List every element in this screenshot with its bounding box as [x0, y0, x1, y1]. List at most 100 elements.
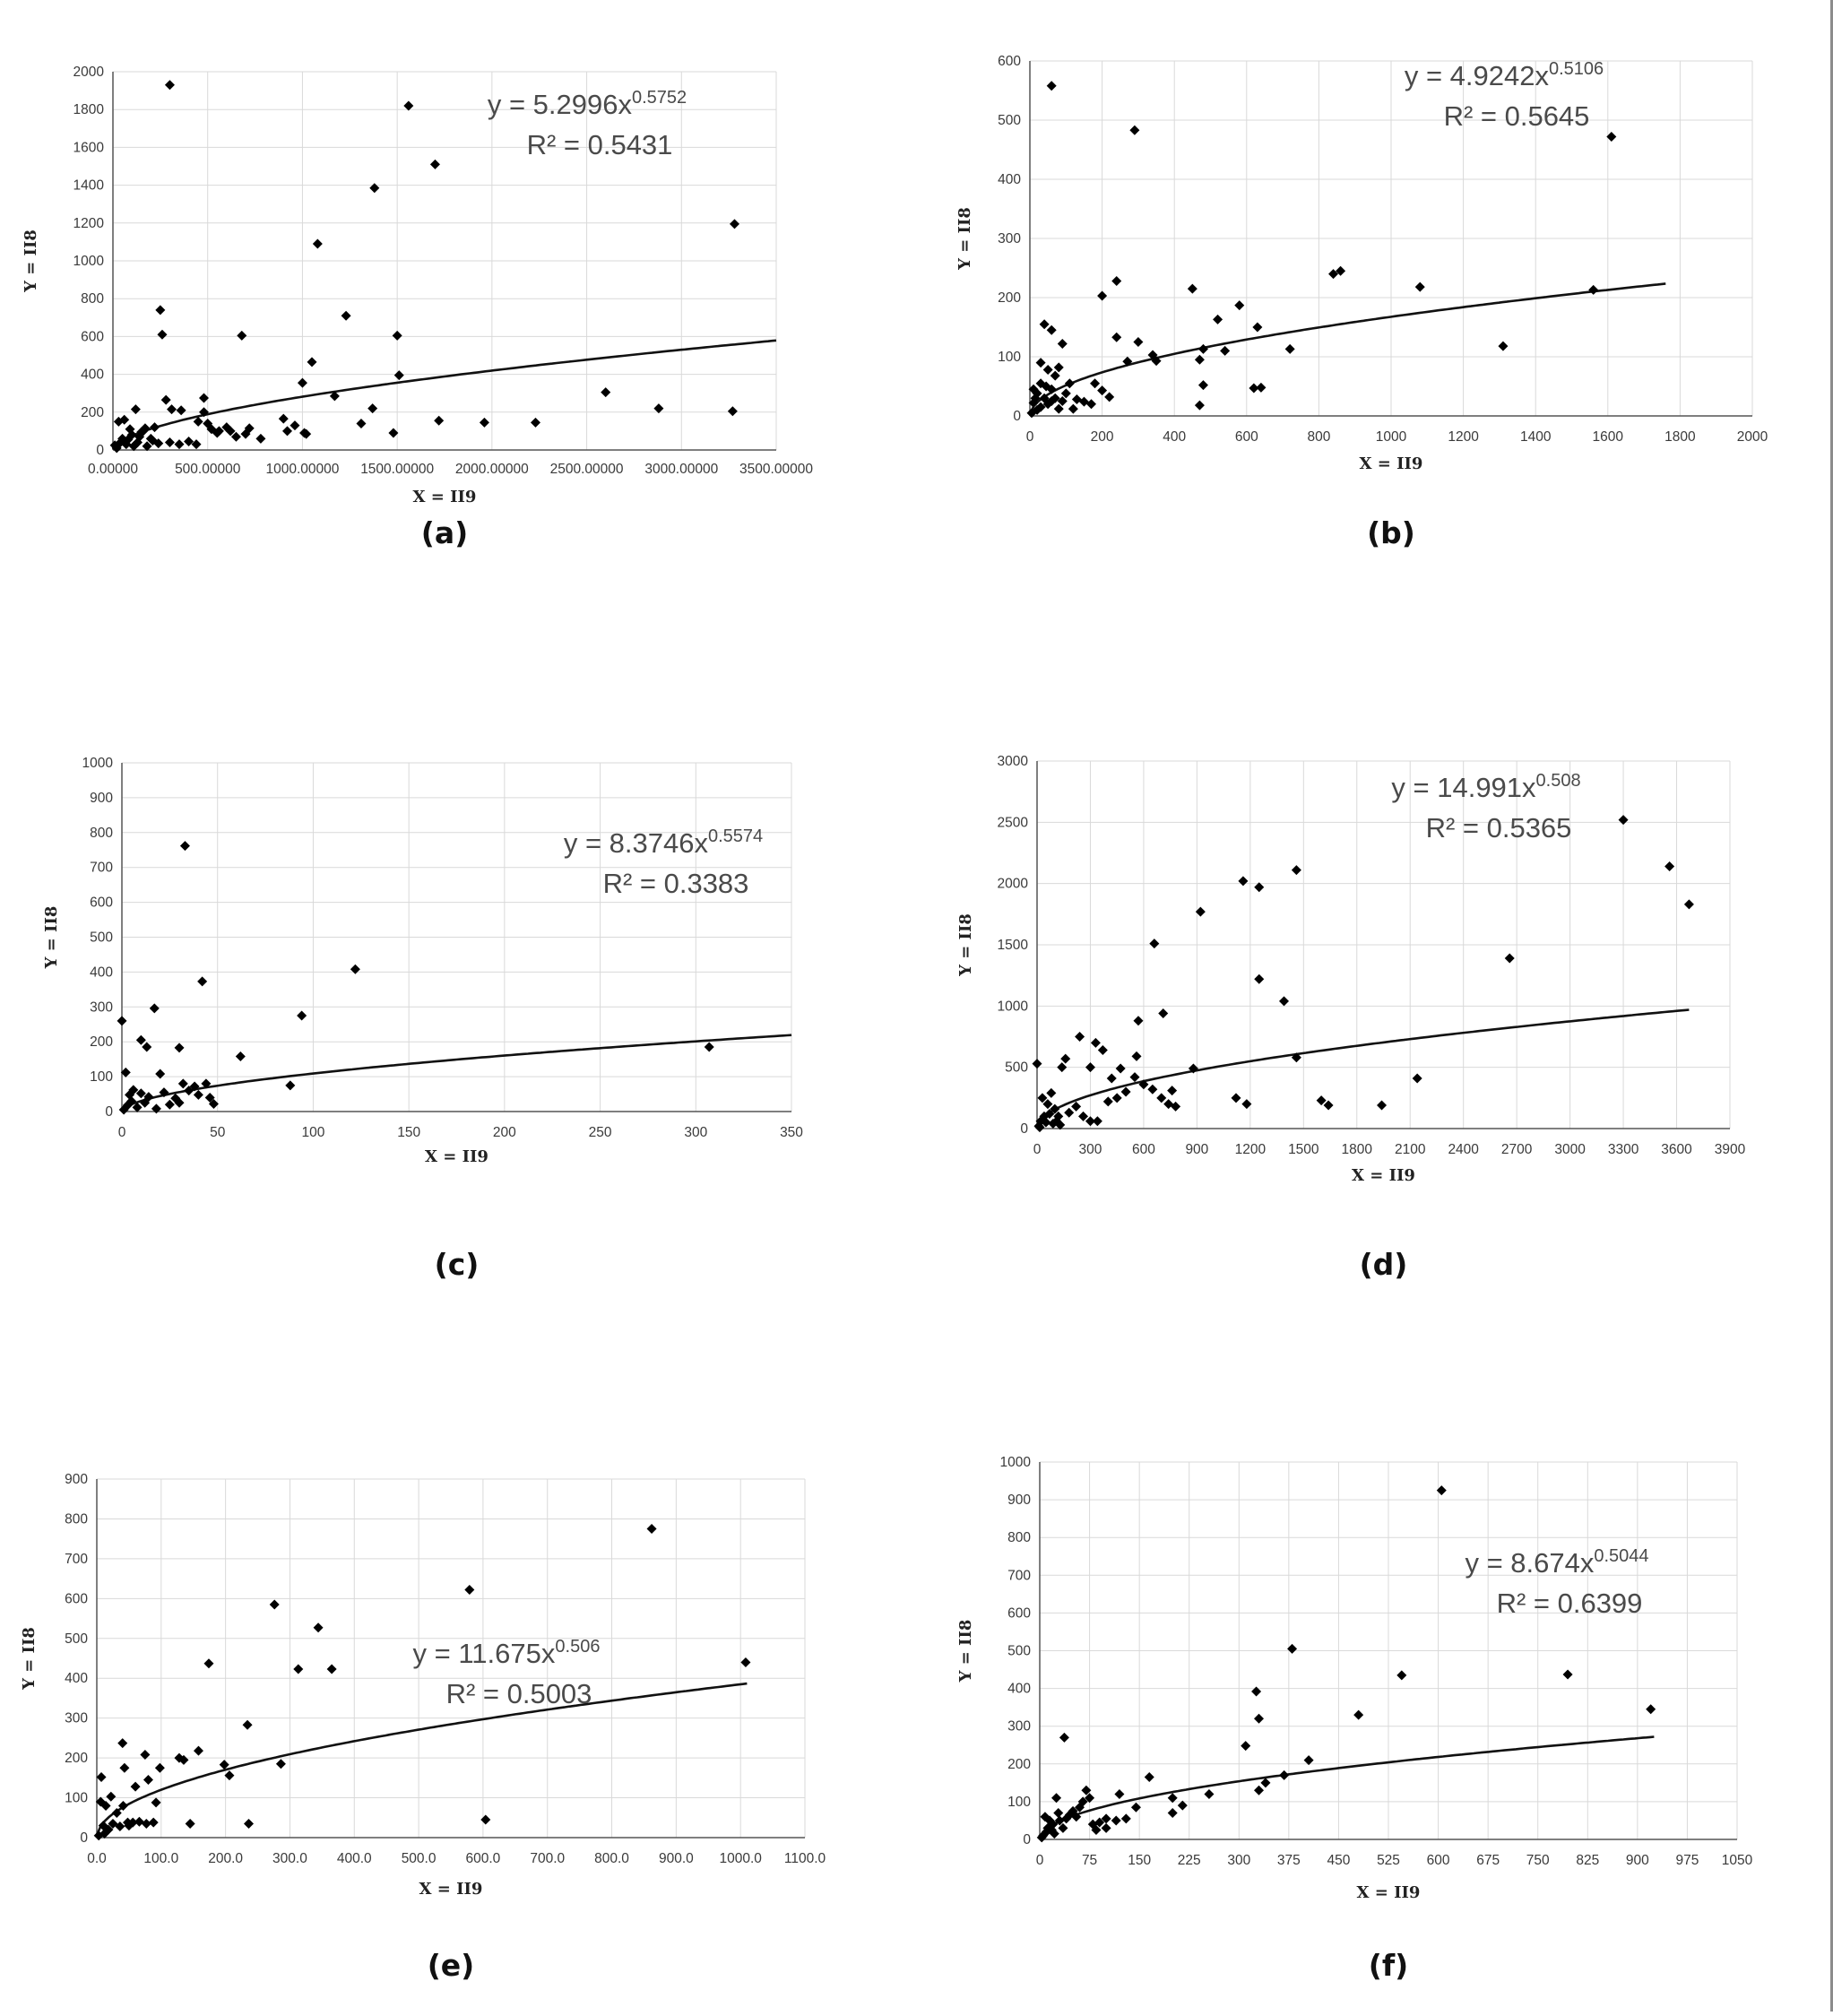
trendline-exponent: 0.5574: [708, 826, 763, 846]
data-point: [1053, 1808, 1064, 1819]
y-tick-label: 1200: [73, 216, 105, 231]
x-tick-label: 1600: [1593, 429, 1624, 445]
data-point: [1102, 1096, 1113, 1107]
y-tick-label: 900: [90, 791, 113, 806]
data-point: [1213, 314, 1223, 324]
data-point: [1039, 319, 1050, 330]
y-tick-label: 300: [65, 1711, 88, 1726]
data-point: [1254, 882, 1265, 893]
x-axis-label: X = II9: [1360, 454, 1423, 473]
data-point: [1231, 1093, 1241, 1103]
y-tick-label: 100: [1007, 1795, 1031, 1810]
panel-label: (a): [421, 515, 468, 550]
data-point: [1026, 408, 1037, 419]
data-point: [1238, 876, 1249, 887]
data-point: [123, 434, 134, 445]
data-point: [293, 1664, 304, 1674]
x-tick-label: 0.00000: [88, 462, 138, 477]
data-point: [646, 1524, 657, 1535]
x-tick-label: 225: [1178, 1853, 1201, 1868]
data-point: [240, 428, 251, 439]
data-point: [1316, 1095, 1327, 1106]
data-point: [1130, 1802, 1141, 1813]
data-point: [1060, 388, 1071, 399]
data-point: [729, 219, 739, 229]
x-tick-label: 3000.00000: [644, 462, 718, 477]
data-point: [164, 437, 175, 448]
data-point: [369, 183, 380, 194]
data-point: [1046, 324, 1057, 335]
trendline-equation: y = 4.9242x0.5106: [1405, 59, 1604, 91]
x-tick-label: 300: [1227, 1853, 1250, 1868]
data-point: [197, 976, 208, 987]
y-tick-label: 600: [90, 896, 113, 911]
data-point: [1050, 1103, 1060, 1114]
data-point: [479, 417, 489, 428]
x-tick-label: 3000: [1554, 1142, 1586, 1157]
y-tick-label: 1000: [73, 254, 105, 269]
data-point: [1618, 815, 1629, 826]
data-point: [1049, 1829, 1059, 1839]
data-point: [135, 1088, 146, 1099]
data-point: [1606, 131, 1617, 142]
x-tick-label: 800: [1307, 429, 1330, 445]
trendline-equation: y = 8.3746x0.5574: [564, 826, 763, 859]
y-axis-label: Y = II8: [20, 1627, 39, 1691]
data-point: [160, 394, 171, 405]
y-tick-label: 500: [90, 930, 113, 946]
x-axis-label: X = II9: [1357, 1883, 1421, 1902]
data-point: [1075, 1032, 1085, 1042]
x-tick-label: 150: [397, 1125, 420, 1140]
data-point: [1046, 1087, 1057, 1098]
data-point: [1060, 1053, 1071, 1064]
data-point: [530, 417, 540, 428]
data-point: [164, 1099, 175, 1110]
y-tick-label: 800: [1007, 1530, 1031, 1545]
data-point: [1241, 1099, 1252, 1110]
y-tick-label: 800: [65, 1511, 88, 1527]
trendline-exponent: 0.5752: [632, 88, 687, 108]
x-axis-label: X = II9: [413, 488, 477, 506]
data-point: [142, 441, 152, 452]
data-point: [157, 329, 168, 340]
panel-label: (d): [1360, 1247, 1408, 1282]
data-point: [109, 440, 120, 451]
data-point: [154, 1762, 165, 1773]
data-point: [1198, 343, 1208, 354]
data-point: [1050, 370, 1060, 381]
data-point: [1149, 939, 1160, 949]
data-point: [96, 1771, 107, 1782]
x-tick-label: 675: [1476, 1853, 1500, 1868]
data-point: [159, 1087, 169, 1098]
data-point: [143, 1775, 153, 1786]
trendline: [96, 1682, 748, 1835]
data-point: [403, 100, 414, 111]
chart-e: 0.0 100.0 200.0 300.0 400.0 500.0 600.0 700.0 80…: [20, 1472, 826, 1983]
x-tick-label: 100.0: [143, 1851, 178, 1866]
data-point: [237, 330, 247, 341]
data-point: [1198, 380, 1208, 391]
data-point: [1064, 378, 1075, 389]
x-tick-label: 1400: [1520, 429, 1552, 445]
trendline-equation: y = 8.674x0.5044: [1465, 1546, 1648, 1579]
data-point: [125, 1089, 135, 1100]
data-point: [285, 1080, 296, 1091]
data-point: [230, 431, 241, 442]
y-tick-label: 1000: [1000, 1455, 1032, 1470]
data-point: [1279, 1769, 1290, 1780]
data-point: [1254, 1713, 1265, 1724]
x-tick-label: 2100: [1395, 1142, 1426, 1157]
x-tick-label: 300.0: [272, 1851, 307, 1866]
data-point: [1046, 81, 1057, 91]
y-tick-label: 3000: [998, 754, 1029, 769]
data-point: [282, 426, 293, 437]
data-point: [1111, 276, 1122, 287]
data-point: [1053, 403, 1064, 414]
x-tick-label: 600: [1427, 1853, 1450, 1868]
data-point: [1138, 1079, 1149, 1090]
data-point: [1436, 1485, 1447, 1496]
data-point: [111, 1807, 122, 1818]
data-point: [341, 310, 351, 321]
data-point: [177, 1078, 188, 1089]
y-tick-label: 900: [65, 1472, 88, 1487]
